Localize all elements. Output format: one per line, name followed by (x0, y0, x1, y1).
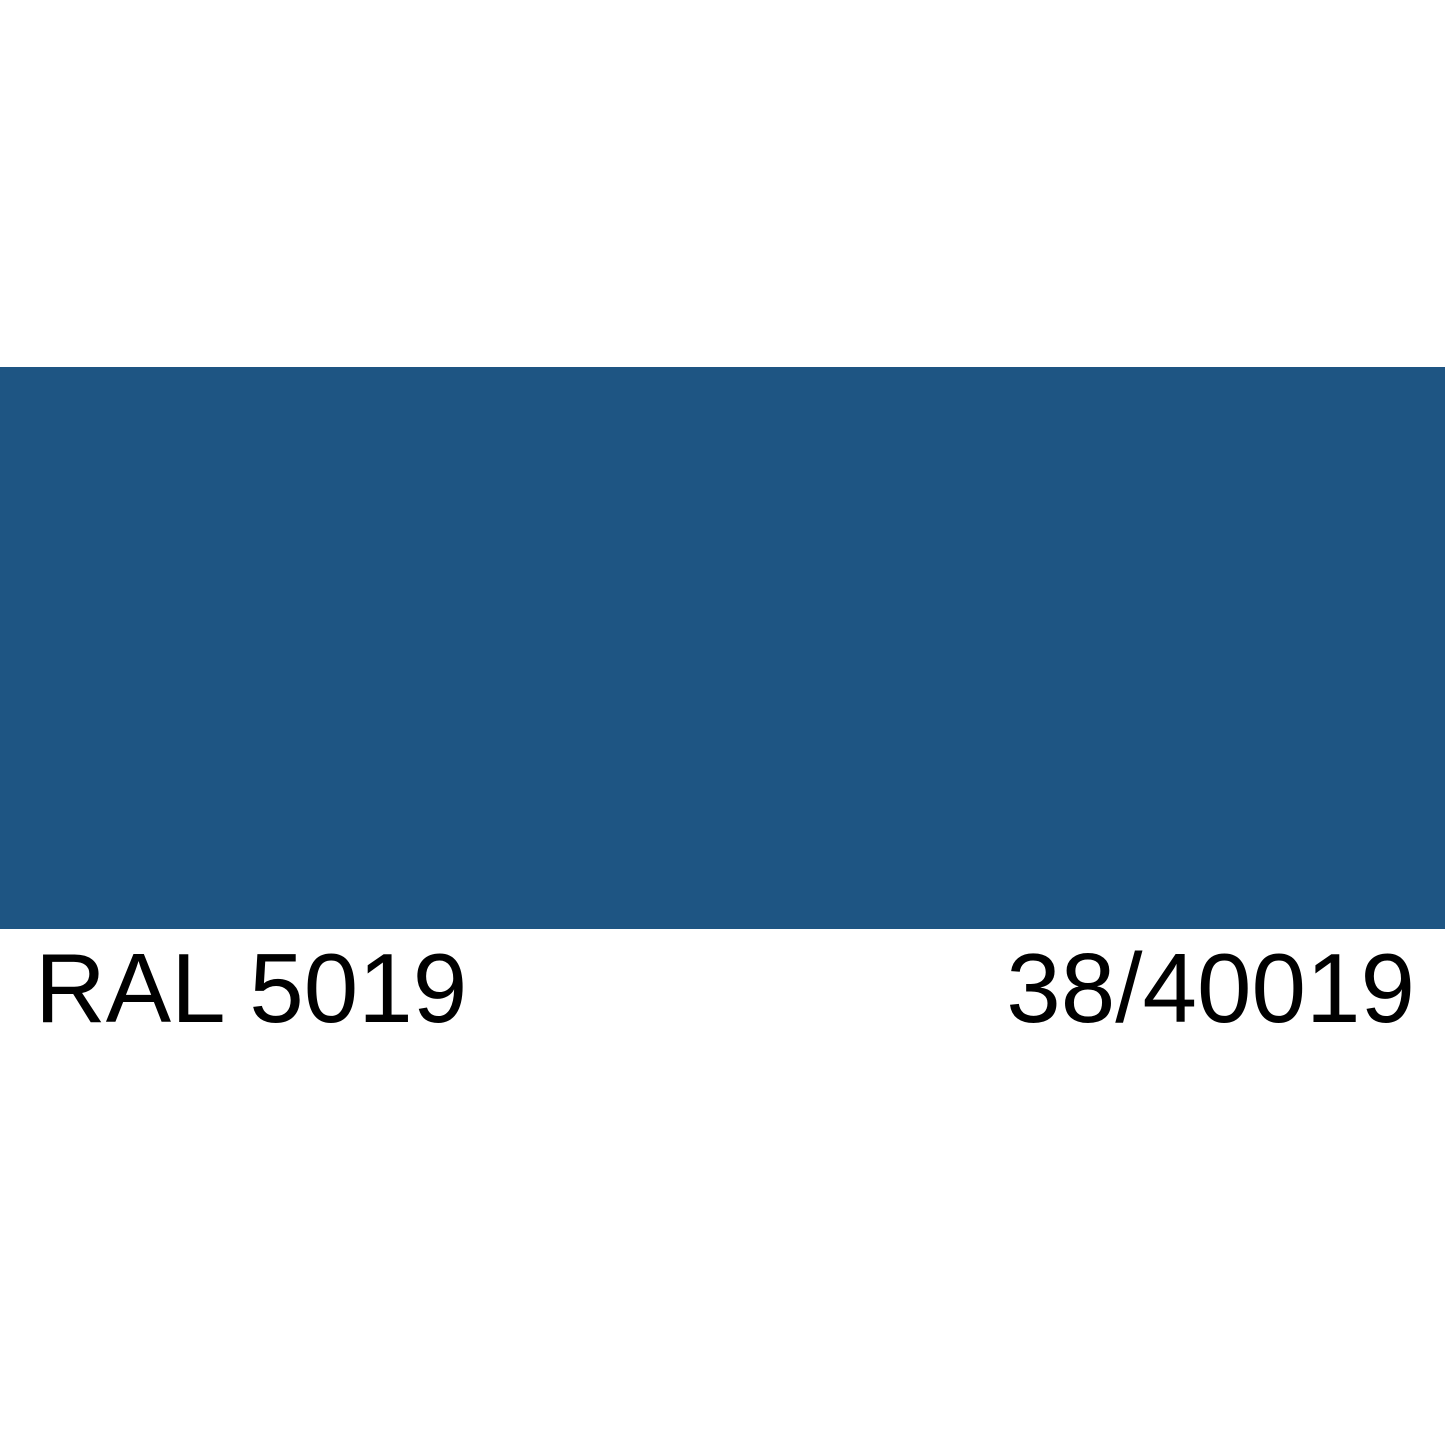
alt-code-label: 38/40019 (1006, 933, 1415, 1043)
label-row: RAL 5019 38/40019 (35, 939, 1415, 1037)
color-swatch (0, 367, 1445, 929)
ral-code-label: RAL 5019 (35, 933, 468, 1043)
